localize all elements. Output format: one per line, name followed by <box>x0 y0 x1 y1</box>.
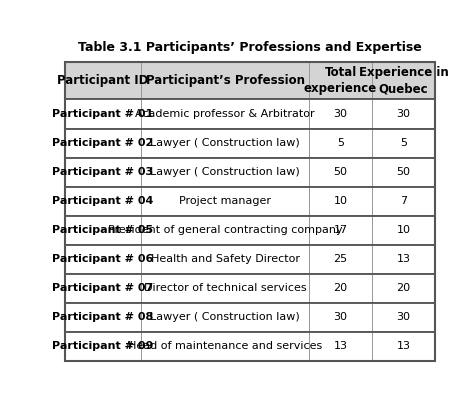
Text: 20: 20 <box>396 283 410 293</box>
Text: Participant’s Profession: Participant’s Profession <box>145 74 304 87</box>
Bar <box>65 157 434 187</box>
Bar <box>140 128 308 157</box>
Text: 10: 10 <box>396 225 409 235</box>
Bar <box>140 99 308 128</box>
Text: 25: 25 <box>333 254 347 264</box>
Text: Participant ID: Participant ID <box>57 74 149 87</box>
Text: Project manager: Project manager <box>178 196 270 206</box>
Text: Participant # 02: Participant # 02 <box>52 138 153 148</box>
Bar <box>65 274 140 303</box>
Bar <box>65 99 434 128</box>
Bar <box>371 62 434 99</box>
Bar <box>65 187 140 216</box>
Text: Lawyer ( Construction law): Lawyer ( Construction law) <box>150 138 299 148</box>
Bar <box>65 332 140 361</box>
Bar <box>371 332 434 361</box>
Bar <box>308 99 371 128</box>
Text: 7: 7 <box>399 196 406 206</box>
Text: Participant # 03: Participant # 03 <box>52 167 153 177</box>
Bar <box>140 245 308 274</box>
Bar <box>65 245 140 274</box>
Bar <box>65 187 434 216</box>
Bar <box>140 187 308 216</box>
Text: 10: 10 <box>333 196 347 206</box>
Bar <box>65 128 434 157</box>
Text: 13: 13 <box>396 254 409 264</box>
Text: 30: 30 <box>333 312 347 322</box>
Text: Participant # 09: Participant # 09 <box>52 342 153 351</box>
Bar <box>371 157 434 187</box>
Bar <box>308 62 371 99</box>
Bar <box>140 62 308 99</box>
Text: 30: 30 <box>396 312 409 322</box>
Text: 5: 5 <box>399 138 406 148</box>
Text: Head of maintenance and services: Head of maintenance and services <box>128 342 321 351</box>
Bar <box>65 245 434 274</box>
Bar <box>65 303 434 332</box>
Text: Lawyer ( Construction law): Lawyer ( Construction law) <box>150 312 299 322</box>
Bar <box>65 216 140 245</box>
Text: 50: 50 <box>333 167 347 177</box>
Bar <box>65 62 434 99</box>
Bar <box>308 303 371 332</box>
Bar <box>308 157 371 187</box>
Text: 13: 13 <box>396 342 409 351</box>
Text: 20: 20 <box>333 283 347 293</box>
Bar <box>308 245 371 274</box>
Bar <box>308 332 371 361</box>
Text: 17: 17 <box>333 225 347 235</box>
Bar <box>371 99 434 128</box>
Text: Participant # 04: Participant # 04 <box>52 196 153 206</box>
Bar <box>65 274 434 303</box>
Text: Lawyer ( Construction law): Lawyer ( Construction law) <box>150 167 299 177</box>
Bar <box>308 187 371 216</box>
Text: Health and Safety Director: Health and Safety Director <box>150 254 299 264</box>
Bar <box>140 157 308 187</box>
Bar <box>65 157 140 187</box>
Text: Participant # 06: Participant # 06 <box>52 254 153 264</box>
Bar <box>371 128 434 157</box>
Bar <box>140 216 308 245</box>
Bar <box>65 62 140 99</box>
Bar <box>140 303 308 332</box>
Text: 30: 30 <box>333 109 347 119</box>
Text: Experience in
Quebec: Experience in Quebec <box>358 66 447 95</box>
Bar <box>140 332 308 361</box>
Text: Academic professor & Arbitrator: Academic professor & Arbitrator <box>135 109 314 119</box>
Text: Participant # 07: Participant # 07 <box>52 283 153 293</box>
Text: 50: 50 <box>396 167 409 177</box>
Text: Director of technical services: Director of technical services <box>143 283 306 293</box>
Text: Participant # 01: Participant # 01 <box>52 109 153 119</box>
Text: 30: 30 <box>396 109 409 119</box>
Bar <box>371 216 434 245</box>
Text: Participant # 05: Participant # 05 <box>52 225 153 235</box>
Bar <box>308 216 371 245</box>
Bar <box>65 99 140 128</box>
Bar <box>65 216 434 245</box>
Text: 5: 5 <box>337 138 343 148</box>
Bar <box>371 245 434 274</box>
Text: 13: 13 <box>333 342 347 351</box>
Bar <box>371 274 434 303</box>
Bar <box>65 303 140 332</box>
Text: Table 3.1 Participants’ Professions and Expertise: Table 3.1 Participants’ Professions and … <box>78 41 421 54</box>
Text: President of general contracting company: President of general contracting company <box>108 225 342 235</box>
Text: Participant # 08: Participant # 08 <box>52 312 153 322</box>
Bar <box>371 303 434 332</box>
Bar <box>65 128 140 157</box>
Bar <box>371 187 434 216</box>
Bar <box>308 128 371 157</box>
Bar <box>140 274 308 303</box>
Bar <box>65 332 434 361</box>
Bar <box>308 274 371 303</box>
Text: Total
experience: Total experience <box>303 66 377 95</box>
